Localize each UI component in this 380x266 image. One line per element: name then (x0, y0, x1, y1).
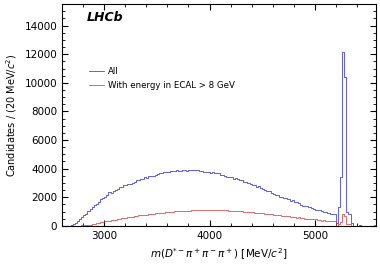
With energy in ECAL > 8 GeV (61, 224, 65, 227)
With energy in ECAL > 8 GeV (269, 213, 274, 216)
With energy in ECAL > 8 GeV (139, 214, 143, 217)
All (341, 50, 345, 53)
Text: LHCb: LHCb (87, 11, 124, 24)
X-axis label: $m(D^{*-}\pi^+\pi^-\pi^+)$ [MeV/$c^2$]: $m(D^{*-}\pi^+\pi^-\pi^+)$ [MeV/$c^2$] (150, 246, 288, 262)
With energy in ECAL > 8 GeV (372, 224, 377, 227)
With energy in ECAL > 8 GeV (103, 220, 108, 223)
All (61, 224, 65, 227)
With energy in ECAL > 8 GeV (118, 217, 122, 221)
All (135, 178, 139, 182)
Y-axis label: Candidates / (20 MeV/$c^2$): Candidates / (20 MeV/$c^2$) (4, 53, 19, 177)
All (372, 224, 377, 227)
Line: All: All (63, 52, 375, 226)
With energy in ECAL > 8 GeV (63, 224, 68, 227)
All (137, 179, 141, 182)
With energy in ECAL > 8 GeV (137, 214, 141, 217)
With energy in ECAL > 8 GeV (206, 208, 211, 211)
All (198, 170, 202, 173)
All (101, 197, 106, 200)
All (116, 187, 120, 190)
Legend: All, With energy in ECAL > 8 GeV: All, With energy in ECAL > 8 GeV (85, 64, 238, 94)
Line: With energy in ECAL > 8 GeV: With energy in ECAL > 8 GeV (63, 210, 375, 226)
With energy in ECAL > 8 GeV (200, 208, 204, 211)
All (265, 190, 270, 193)
